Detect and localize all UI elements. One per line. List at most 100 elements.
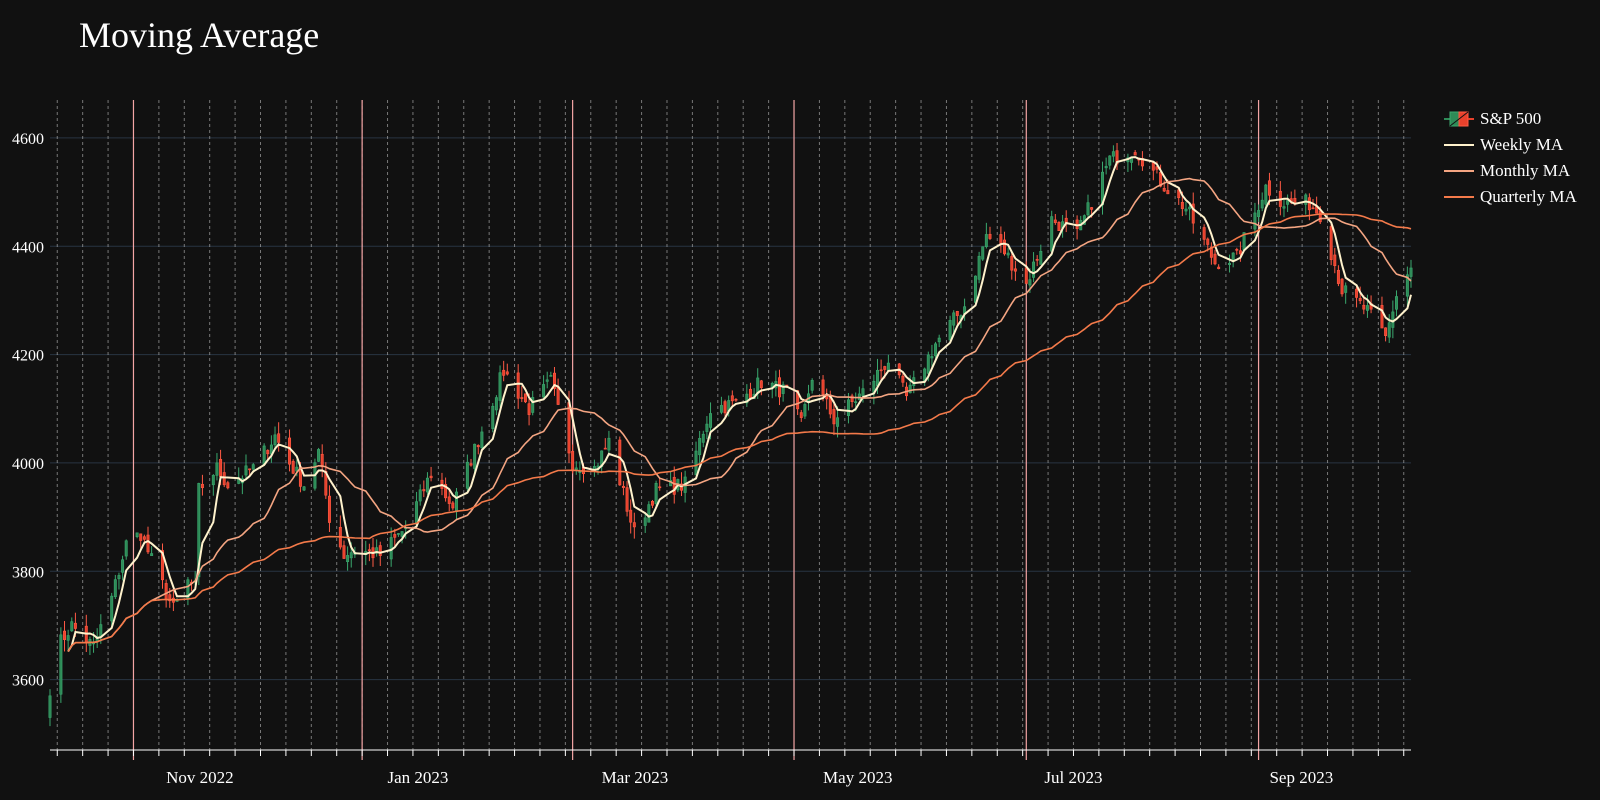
candle-down <box>393 534 397 538</box>
candle-up <box>262 445 266 466</box>
y-tick-label: 3600 <box>12 673 44 690</box>
candle-down <box>1133 152 1137 156</box>
candle-up <box>846 399 850 416</box>
candle-down <box>603 447 607 450</box>
candle-up <box>135 532 139 537</box>
x-tick-label: Jan 2023 <box>388 768 449 787</box>
candle-up <box>317 449 321 462</box>
candle-down <box>219 458 223 477</box>
candle-down <box>1053 219 1057 223</box>
candle-down <box>618 439 622 486</box>
legend-item-sp500[interactable]: S&P 500 <box>1444 106 1577 132</box>
candle-up <box>415 501 419 525</box>
candle-up <box>705 423 709 432</box>
candle-up <box>346 555 350 563</box>
candle-up <box>1344 285 1348 293</box>
candle-up <box>647 504 651 523</box>
y-tick-label: 4400 <box>12 239 44 256</box>
candle-down <box>1213 253 1217 265</box>
candle-down <box>1355 288 1359 298</box>
candle-down <box>367 549 371 552</box>
month-markers <box>132 100 1260 760</box>
candle-up <box>273 434 277 446</box>
candle-down <box>422 489 426 492</box>
candle-down <box>248 468 252 471</box>
candle-down <box>1090 207 1094 210</box>
candle-up <box>1405 274 1409 297</box>
legend-label: Weekly MA <box>1480 135 1564 154</box>
candle-down <box>1166 190 1170 195</box>
candle-down <box>327 495 331 523</box>
candle-down <box>378 545 382 556</box>
candle-down <box>850 395 854 403</box>
candle-down <box>879 369 883 372</box>
candle-up <box>1391 311 1395 328</box>
candle-up <box>251 464 255 470</box>
candle-up <box>1282 206 1286 209</box>
candle-up <box>974 275 977 303</box>
candle-up <box>375 547 379 554</box>
candle-down <box>1057 222 1061 232</box>
candle-up <box>654 482 658 504</box>
candle-down <box>734 398 738 401</box>
legend-item-weekly-ma[interactable]: Weekly MA <box>1444 132 1577 158</box>
candle-down <box>632 522 636 528</box>
candle-up <box>542 384 546 398</box>
candle-up <box>977 255 981 280</box>
candle-up <box>836 417 840 427</box>
y-tick-label: 4000 <box>12 456 44 473</box>
legend-item-monthly-ma[interactable]: Monthly MA <box>1444 158 1577 184</box>
candle-up <box>984 234 988 248</box>
candle-down <box>999 234 1003 245</box>
candle-up <box>473 443 477 469</box>
candle-up <box>545 379 549 382</box>
candle-up <box>59 634 63 695</box>
candle-up <box>937 337 941 343</box>
legend-item-quarterly-ma[interactable]: Quarterly MA <box>1444 184 1577 210</box>
candle-up <box>302 486 306 491</box>
candle-down <box>832 409 836 425</box>
candle-up <box>1086 202 1090 216</box>
candle-up <box>48 695 52 718</box>
candle-down <box>955 310 959 316</box>
candle-down <box>1238 250 1242 255</box>
candle-up <box>607 437 611 451</box>
line-icon <box>1444 196 1474 198</box>
candle-up <box>418 489 422 502</box>
candle-down <box>168 594 172 602</box>
candle-down <box>748 388 752 399</box>
candle-up <box>531 397 535 413</box>
candle-up <box>113 579 117 598</box>
candle-up <box>574 467 578 470</box>
candle-up <box>455 491 458 513</box>
candle-up <box>197 483 201 578</box>
candle-down <box>883 366 887 370</box>
candle-up <box>1188 206 1192 210</box>
candle-up <box>494 397 498 411</box>
candle-up <box>1253 212 1257 230</box>
candle-down <box>288 437 292 465</box>
candle-up <box>1409 267 1413 277</box>
candle-up <box>981 246 985 260</box>
candle-down <box>1340 278 1344 295</box>
candle-up <box>117 575 121 580</box>
candle-down <box>1362 304 1366 310</box>
candle-down <box>567 402 571 454</box>
candle-down <box>342 545 346 559</box>
candle-up <box>396 533 400 535</box>
line-icon <box>1444 144 1474 146</box>
candle-down <box>429 475 433 479</box>
candle-down <box>1209 246 1213 258</box>
candle-up <box>930 356 934 359</box>
candle-down <box>571 450 575 472</box>
candle-down <box>222 472 226 486</box>
candle-down <box>527 403 531 415</box>
candle-down <box>759 380 763 388</box>
candle-up <box>578 471 582 473</box>
candle-down <box>1333 254 1337 267</box>
candle-down <box>447 496 451 504</box>
candle-up <box>1111 151 1115 157</box>
candle-down <box>723 401 727 414</box>
candle-down <box>476 445 480 448</box>
candle-up <box>876 369 879 387</box>
